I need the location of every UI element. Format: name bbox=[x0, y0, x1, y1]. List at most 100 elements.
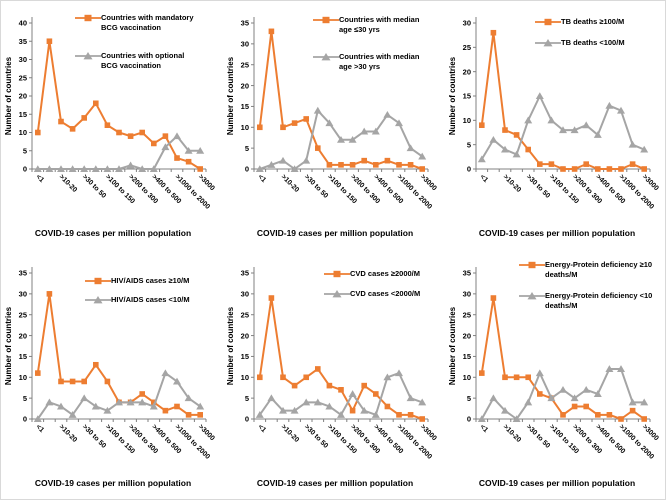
marker-triangle bbox=[91, 402, 100, 410]
marker-square bbox=[174, 403, 180, 410]
y-tick-label: 15 bbox=[19, 352, 27, 361]
legend: Countries with median age ≤30 yrs Countrie… bbox=[223, 1, 445, 251]
marker-triangle bbox=[605, 101, 614, 109]
y-tick-label: 40 bbox=[19, 19, 27, 28]
marker-triangle bbox=[628, 398, 637, 406]
y-tick-label: 20 bbox=[241, 81, 249, 90]
marker-square bbox=[58, 378, 64, 385]
marker-triangle bbox=[501, 406, 509, 414]
marker-triangle bbox=[279, 406, 287, 414]
marker-triangle bbox=[173, 132, 181, 140]
y-tick-label: 15 bbox=[463, 352, 471, 361]
marker-square bbox=[93, 361, 99, 368]
y-tick-label: 25 bbox=[241, 310, 249, 319]
marker-triangle bbox=[593, 390, 602, 397]
marker-square bbox=[127, 133, 134, 139]
marker-square bbox=[361, 157, 367, 164]
marker-square bbox=[548, 161, 555, 167]
marker-triangle bbox=[290, 406, 299, 414]
marker-square bbox=[396, 162, 402, 168]
y-tick-label: 10 bbox=[241, 123, 249, 132]
y-tick-label: 25 bbox=[463, 43, 471, 52]
legend-marker-square bbox=[544, 18, 552, 26]
marker-square bbox=[104, 378, 111, 385]
y-tick-label: 0 bbox=[245, 415, 249, 424]
marker-square bbox=[151, 399, 157, 406]
marker-triangle bbox=[489, 394, 498, 402]
marker-square bbox=[583, 403, 589, 410]
marker-square bbox=[373, 162, 379, 168]
y-tick-label: 5 bbox=[23, 394, 27, 403]
marker-square bbox=[326, 162, 333, 168]
marker-triangle bbox=[33, 415, 42, 422]
marker-triangle bbox=[371, 411, 380, 418]
marker-square bbox=[326, 382, 333, 389]
legend-entry: HIV/AIDS cases <10/M bbox=[85, 295, 231, 305]
marker-square bbox=[537, 391, 543, 397]
marker-triangle bbox=[161, 143, 170, 151]
y-tick-label: 10 bbox=[19, 128, 27, 137]
y-tick-label: 0 bbox=[467, 165, 471, 174]
marker-triangle bbox=[126, 398, 135, 406]
y-tick-label: 30 bbox=[241, 40, 249, 49]
legend-swatch-triangle-icon bbox=[313, 53, 339, 61]
y-tick-label: 5 bbox=[467, 140, 471, 149]
marker-square bbox=[502, 127, 508, 133]
marker-square bbox=[583, 161, 589, 167]
legend-label: Countries with optional BCG vaccination bbox=[101, 51, 213, 70]
marker-square bbox=[303, 374, 309, 381]
legend-label-line: Countries with median bbox=[339, 52, 420, 61]
marker-triangle bbox=[628, 140, 637, 148]
y-tick-label: 0 bbox=[467, 415, 471, 424]
marker-triangle bbox=[418, 152, 427, 160]
marker-square bbox=[537, 161, 543, 167]
marker-triangle bbox=[477, 155, 486, 163]
y-tick-label: 35 bbox=[241, 19, 249, 28]
legend-label-line: CVD cases ≥2000/M bbox=[350, 269, 420, 278]
legend-swatch-square-icon bbox=[85, 277, 111, 285]
marker-square bbox=[197, 412, 203, 418]
legend-marker-triangle bbox=[543, 39, 553, 47]
marker-triangle bbox=[535, 92, 544, 99]
marker-triangle bbox=[196, 402, 205, 410]
legend-label-line: HIV/AIDS cases ≥10/M bbox=[111, 276, 190, 285]
marker-square bbox=[104, 122, 111, 128]
x-tick-label: <1 bbox=[34, 423, 45, 434]
y-tick-label: 35 bbox=[241, 269, 249, 278]
marker-square bbox=[571, 403, 578, 410]
marker-triangle bbox=[313, 398, 322, 406]
legend-marker-square bbox=[94, 277, 102, 285]
legend-label-line: deaths/M bbox=[545, 300, 578, 310]
marker-triangle bbox=[605, 365, 614, 372]
marker-square bbox=[525, 374, 531, 381]
marker-triangle bbox=[57, 402, 65, 410]
legend-label: Countries with median age ≤30 yrs bbox=[339, 15, 451, 34]
legend-marker-triangle bbox=[93, 296, 103, 304]
marker-triangle bbox=[570, 126, 579, 134]
legend-label-line: CVD cases <2000/M bbox=[350, 289, 421, 298]
marker-triangle bbox=[617, 365, 625, 372]
marker-square bbox=[257, 374, 263, 381]
y-tick-label: 35 bbox=[19, 269, 27, 278]
legend-label: TB deaths ≥100/M bbox=[561, 17, 665, 27]
marker-triangle bbox=[524, 116, 533, 124]
marker-triangle bbox=[80, 394, 89, 402]
marker-triangle bbox=[337, 411, 345, 418]
marker-triangle bbox=[512, 415, 521, 422]
x-axis-title: COVID-19 cases per million population bbox=[478, 478, 636, 488]
y-tick-label: 30 bbox=[463, 290, 471, 299]
marker-triangle bbox=[547, 394, 556, 402]
legend-label-line: Countries with median bbox=[339, 15, 420, 24]
marker-square bbox=[606, 412, 613, 418]
legend-swatch-triangle-icon bbox=[75, 52, 101, 60]
legend-label-line: BCG vaccination bbox=[101, 60, 162, 70]
chart-hiv-aids: 0 5 10 15 20 25 30 35 <1 >10-20 >30 to 50 >100 to 1… bbox=[1, 251, 223, 499]
y-tick-label: 35 bbox=[19, 37, 27, 46]
marker-square bbox=[185, 158, 192, 165]
marker-triangle bbox=[138, 398, 147, 406]
marker-triangle bbox=[126, 161, 135, 169]
